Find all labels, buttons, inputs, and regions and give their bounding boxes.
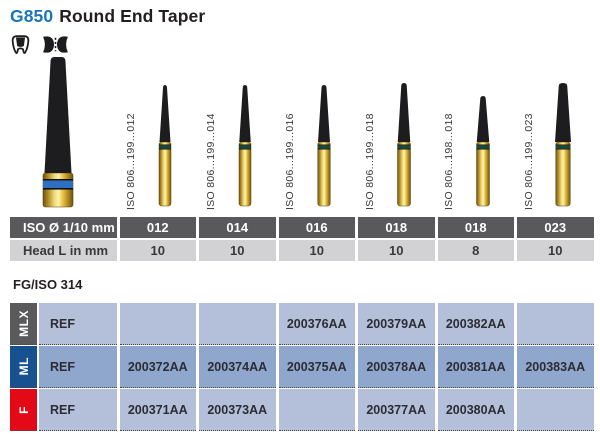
ref-value-cell (199, 303, 276, 345)
ref-value-cell: 200379AA (358, 303, 435, 345)
crown-prep-tooth-icon (11, 35, 30, 54)
ref-word-cell: REF (39, 303, 117, 345)
spec-value-cell: 023 (517, 217, 594, 238)
indication-icons (8, 34, 71, 55)
ref-word-cell: REF (39, 346, 117, 388)
bur-iso-label: ISO 806...199...023 (522, 113, 535, 210)
ref-value-cell: 200374AA (199, 346, 276, 388)
ref-value-cell (517, 389, 594, 431)
spec-value-cell: 018 (437, 217, 514, 238)
ref-value-cell (278, 389, 355, 431)
grit-label-text: ML (16, 357, 31, 376)
bur-image-small (476, 96, 490, 207)
bur-iso-label: ISO 806...199...018 (363, 113, 376, 210)
bur-image-large (42, 57, 74, 208)
ref-value-cell: 200383AA (517, 346, 594, 388)
grit-label-ml: ML (10, 346, 37, 388)
bur-image-small (396, 83, 411, 207)
ref-word-cell: REF (39, 389, 117, 431)
grit-label-mlx: MLX (10, 303, 37, 345)
ref-value-cell: 200380AA (437, 389, 514, 431)
ref-value-cell: 200375AA (278, 346, 355, 388)
spec-value-cell: 10 (358, 240, 435, 261)
spec-value-cell: 012 (119, 217, 196, 238)
bur-image-small (317, 85, 331, 207)
bridge-teeth-icon (43, 36, 68, 53)
bur-image-small (158, 85, 172, 207)
grit-label-f: F (10, 389, 37, 431)
ref-value-cell: 200377AA (358, 389, 435, 431)
spec-row-label: Head L in mm (10, 240, 117, 261)
bur-iso-label: ISO 806...199...014 (204, 113, 217, 210)
product-code: G850 (10, 6, 54, 26)
bur-iso-label: ISO 806...199...016 (284, 113, 296, 210)
spec-value-cell: 10 (119, 240, 196, 261)
bur-image-small (238, 85, 251, 207)
bur-iso-label: ISO 806...198...018 (443, 113, 455, 210)
grit-label-text: F (16, 405, 31, 414)
grit-label-text: MLX (16, 310, 31, 337)
ref-value-cell: 200371AA (119, 389, 196, 431)
page-title: G850 Round End Taper (10, 6, 205, 27)
spec-value-cell: 8 (437, 240, 514, 261)
spec-value-cell: 016 (278, 217, 355, 238)
spec-value-cell: 018 (358, 217, 435, 238)
spec-value-cell: 10 (517, 240, 594, 261)
spec-value-cell: 10 (199, 240, 276, 261)
bur-image-area: ISO 806...199...012 ISO 806...199...014 IS… (0, 55, 600, 217)
ref-value-cell (119, 303, 196, 345)
ref-value-cell (517, 303, 594, 345)
spec-value-cell: 014 (199, 217, 276, 238)
standard-label: FG/ISO 314 (13, 277, 83, 292)
bur-iso-label: ISO 806...199...012 (125, 113, 137, 210)
spec-value-cell: 10 (278, 240, 355, 261)
ref-value-cell: 200373AA (199, 389, 276, 431)
product-name: Round End Taper (59, 6, 206, 26)
bur-image-small (554, 83, 571, 207)
ref-value-cell: 200382AA (437, 303, 514, 345)
ref-value-cell: 200381AA (437, 346, 514, 388)
spec-row-label: ISO Ø 1/10 mm (10, 217, 117, 238)
ref-value-cell: 200378AA (358, 346, 435, 388)
ref-value-cell: 200372AA (119, 346, 196, 388)
ref-value-cell: 200376AA (278, 303, 355, 345)
